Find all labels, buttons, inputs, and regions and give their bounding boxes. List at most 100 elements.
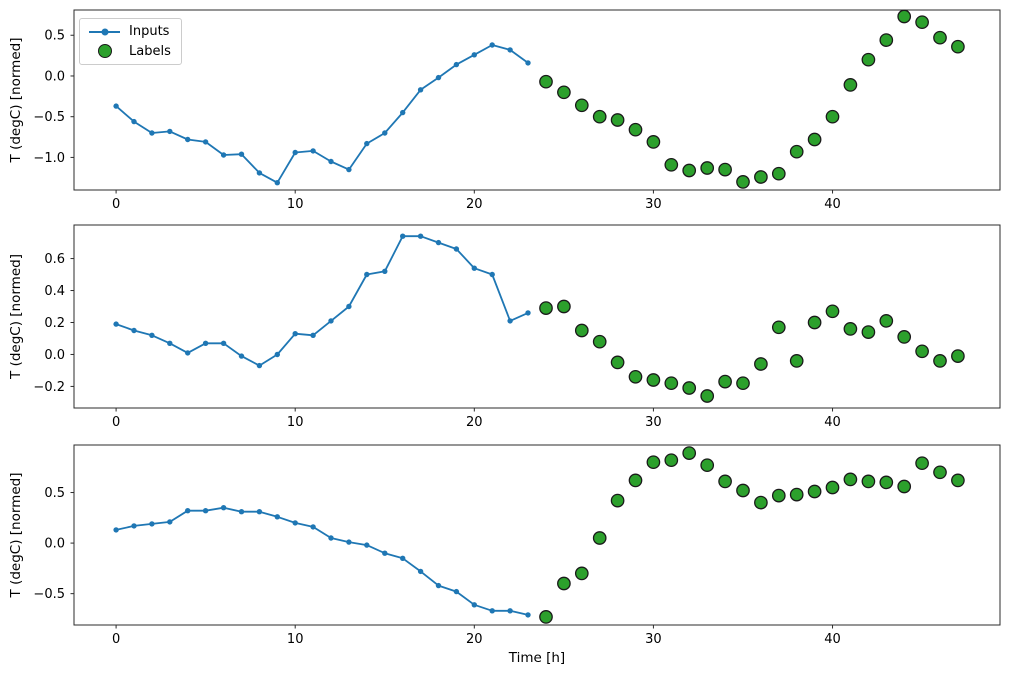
label-point [789,487,804,502]
input-point [525,310,531,316]
input-point [471,265,477,271]
input-point [310,148,316,154]
input-point [507,608,513,614]
input-point [149,521,155,527]
input-point [238,509,245,515]
label-point [879,475,894,490]
label-point [825,304,840,319]
label-point [915,344,929,359]
input-point [202,508,209,514]
input-point [185,136,191,143]
label-point [682,381,697,395]
label-point [592,334,607,349]
y-axis-label-2: T (degC) [normed] [8,254,24,380]
label-point [915,456,929,471]
label-point [718,162,732,177]
input-point [202,340,209,346]
label-point [897,479,912,494]
input-point [185,350,191,356]
input-point [238,151,245,157]
label-point [754,495,768,510]
x-tick-label: 0 [112,632,120,647]
input-point [417,87,424,93]
label-point [736,376,750,391]
input-point [167,128,173,135]
label-point [610,493,625,508]
label-point [664,157,679,172]
label-point [557,299,571,314]
label-point [682,446,697,460]
label-point [933,30,947,45]
input-point [346,539,352,545]
label-point [951,473,965,488]
y-axis-label-1: T (degC) [normed] [8,38,24,164]
input-point [149,332,155,338]
label-point [700,389,715,403]
y-tick-label: −0.2 [33,380,65,395]
input-point [256,170,263,176]
label-point [789,144,804,159]
input-point [167,340,173,346]
legend-item-inputs: Inputs [89,25,171,38]
input-point [167,519,173,525]
label-point [574,566,589,581]
label-point [592,531,607,545]
label-point [951,349,965,363]
y-tick-label: 0.5 [44,29,65,44]
x-tick-label: 0 [112,415,120,430]
inputs-line-2 [115,235,529,367]
label-point [933,465,947,480]
input-point [417,233,424,239]
axes-frame-3 [73,444,1001,626]
label-point [771,320,786,335]
x-tick-label: 40 [824,197,841,212]
input-point [256,509,263,515]
input-point [453,588,460,595]
y-tick-label: 0.0 [44,69,65,84]
input-point [220,340,227,346]
x-axis-label: Time [h] [508,650,565,666]
label-point [771,166,786,181]
input-point [328,158,334,165]
input-point [382,130,388,136]
input-point [507,47,513,53]
input-point [364,271,370,278]
label-point [789,354,804,368]
input-point [185,508,191,514]
input-point [310,524,316,530]
label-point [951,39,965,54]
label-point [610,113,625,127]
y-tick-label: 0.5 [44,486,65,501]
label-point [825,480,840,495]
label-point [933,354,947,368]
input-point [346,166,352,173]
label-point [754,357,768,371]
input-point [113,103,119,109]
label-point [843,322,858,336]
label-point [843,78,858,92]
y-tick-label: −1.0 [33,151,65,166]
input-point [417,568,424,575]
label-point [861,52,876,67]
label-point [539,74,553,89]
input-point [382,268,388,274]
legend-label-labels: Labels [129,43,171,59]
input-point [202,139,209,145]
y-tick-label: 0.2 [44,316,65,331]
x-tick-label: 40 [824,632,841,647]
input-point [328,535,334,541]
label-point [718,374,732,389]
label-point [646,135,661,149]
input-point [507,318,513,324]
inputs-line-3 [115,506,529,616]
label-point [807,132,822,147]
y-tick-label: 0.4 [44,284,65,299]
label-point [861,474,876,489]
x-tick-label: 20 [466,632,483,647]
input-point [328,318,334,324]
label-point [628,369,643,384]
label-point [861,325,876,339]
input-point [131,327,137,334]
x-tick-label: 20 [466,197,483,212]
